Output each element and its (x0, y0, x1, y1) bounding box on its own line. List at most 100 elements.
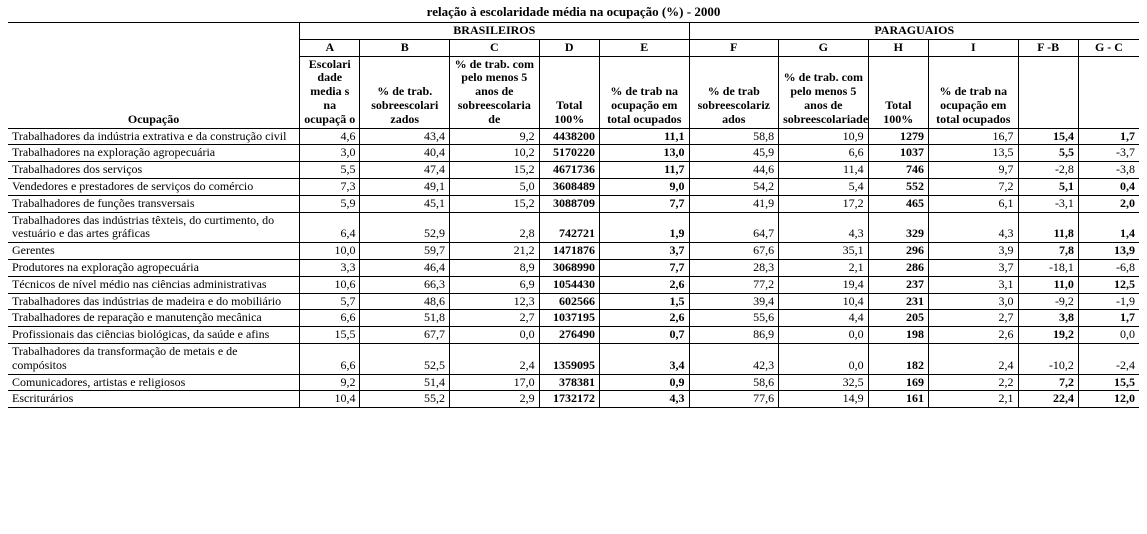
cell: Comunicadores, artistas e religiosos (8, 374, 300, 391)
cell: 41,9 (689, 195, 779, 212)
col-header-f: % de trab sobreescolariz ados (689, 56, 779, 128)
cell: -3,7 (1078, 145, 1139, 162)
col-letter-a: A (300, 39, 360, 56)
cell: 55,6 (689, 310, 779, 327)
cell: 21,2 (450, 243, 540, 260)
cell: 231 (868, 293, 928, 310)
table-row: Trabalhadores da transformação de metais… (8, 343, 1139, 374)
cell: 1,5 (599, 293, 689, 310)
cell: 13,9 (1078, 243, 1139, 260)
cell: -18,1 (1018, 259, 1078, 276)
cell: 296 (868, 243, 928, 260)
cell: 5,5 (1018, 145, 1078, 162)
cell: 552 (868, 178, 928, 195)
table-title: relação à escolaridade média na ocupação… (8, 4, 1139, 20)
cell: 0,9 (599, 374, 689, 391)
cell: 3,9 (929, 243, 1019, 260)
cell: 46,4 (360, 259, 450, 276)
cell: 15,4 (1018, 128, 1078, 145)
col-letter-d: D (539, 39, 599, 56)
cell: 6,6 (300, 343, 360, 374)
cell: 52,9 (360, 212, 450, 243)
cell: 4438200 (539, 128, 599, 145)
cell: 14,9 (779, 391, 869, 408)
cell: 12,3 (450, 293, 540, 310)
cell: 35,1 (779, 243, 869, 260)
cell: 8,9 (450, 259, 540, 276)
cell: 15,5 (300, 327, 360, 344)
cell: 7,8 (1018, 243, 1078, 260)
cell: 59,7 (360, 243, 450, 260)
occupation-table: BRASILEIROS PARAGUAIOS A B C D E F G H I… (8, 22, 1139, 408)
col-header-c: % de trab. com pelo menos 5 anos de sobr… (450, 56, 540, 128)
cell: 2,9 (450, 391, 540, 408)
table-row: Profissionais das ciências biológicas, d… (8, 327, 1139, 344)
cell: 602566 (539, 293, 599, 310)
cell: 9,7 (929, 162, 1019, 179)
cell: 11,1 (599, 128, 689, 145)
cell: 2,4 (450, 343, 540, 374)
cell: 67,6 (689, 243, 779, 260)
cell: 7,2 (929, 178, 1019, 195)
col-letter-b: B (360, 39, 450, 56)
cell: 6,4 (300, 212, 360, 243)
cell: 4,3 (929, 212, 1019, 243)
cell: Técnicos de nível médio nas ciências adm… (8, 276, 300, 293)
col-header-g: % de trab. com pelo menos 5 anos de sobr… (779, 56, 869, 128)
cell: 6,6 (300, 310, 360, 327)
col-header-h: Total 100% (868, 56, 928, 128)
cell: 13,5 (929, 145, 1019, 162)
cell: 0,4 (1078, 178, 1139, 195)
cell: 39,4 (689, 293, 779, 310)
cell: Trabalhadores de funções transversais (8, 195, 300, 212)
col-header-b: % de trab. sobreescolari zados (360, 56, 450, 128)
cell: 3,7 (929, 259, 1019, 276)
cell: -1,9 (1078, 293, 1139, 310)
cell: 54,2 (689, 178, 779, 195)
cell: 198 (868, 327, 928, 344)
cell: 51,4 (360, 374, 450, 391)
cell: -6,8 (1078, 259, 1139, 276)
cell: 4671736 (539, 162, 599, 179)
cell: 5,4 (779, 178, 869, 195)
cell: 7,7 (599, 195, 689, 212)
cell: 11,4 (779, 162, 869, 179)
cell: 1037 (868, 145, 928, 162)
group-brasileiros: BRASILEIROS (300, 23, 689, 40)
cell: 5,9 (300, 195, 360, 212)
cell: 237 (868, 276, 928, 293)
col-header-i: % de trab na ocupação em total ocupados (929, 56, 1019, 128)
cell: 0,0 (779, 327, 869, 344)
cell: Produtores na exploração agropecuária (8, 259, 300, 276)
table-row: Vendedores e prestadores de serviços do … (8, 178, 1139, 195)
cell: 2,4 (929, 343, 1019, 374)
cell: 2,6 (599, 310, 689, 327)
cell: 86,9 (689, 327, 779, 344)
cell: 6,1 (929, 195, 1019, 212)
cell: 42,3 (689, 343, 779, 374)
cell: Trabalhadores das indústrias de madeira … (8, 293, 300, 310)
table-row: Trabalhadores de funções transversais5,9… (8, 195, 1139, 212)
cell: 44,6 (689, 162, 779, 179)
cell: 5,0 (450, 178, 540, 195)
cell: 3,1 (929, 276, 1019, 293)
cell: 67,7 (360, 327, 450, 344)
cell: Gerentes (8, 243, 300, 260)
cell: Escriturários (8, 391, 300, 408)
cell: -10,2 (1018, 343, 1078, 374)
cell: 4,6 (300, 128, 360, 145)
cell: 55,2 (360, 391, 450, 408)
cell: -9,2 (1018, 293, 1078, 310)
cell: 3608489 (539, 178, 599, 195)
cell: Trabalhadores das indústrias têxteis, do… (8, 212, 300, 243)
cell: 5,1 (1018, 178, 1078, 195)
col-letter-fb: F -B (1018, 39, 1078, 56)
cell: 9,0 (599, 178, 689, 195)
cell: Trabalhadores de reparação e manutenção … (8, 310, 300, 327)
cell: 3,8 (1018, 310, 1078, 327)
cell: 2,7 (450, 310, 540, 327)
cell: 51,8 (360, 310, 450, 327)
cell: 11,7 (599, 162, 689, 179)
cell: Trabalhadores da indústria extrativa e d… (8, 128, 300, 145)
cell: 286 (868, 259, 928, 276)
